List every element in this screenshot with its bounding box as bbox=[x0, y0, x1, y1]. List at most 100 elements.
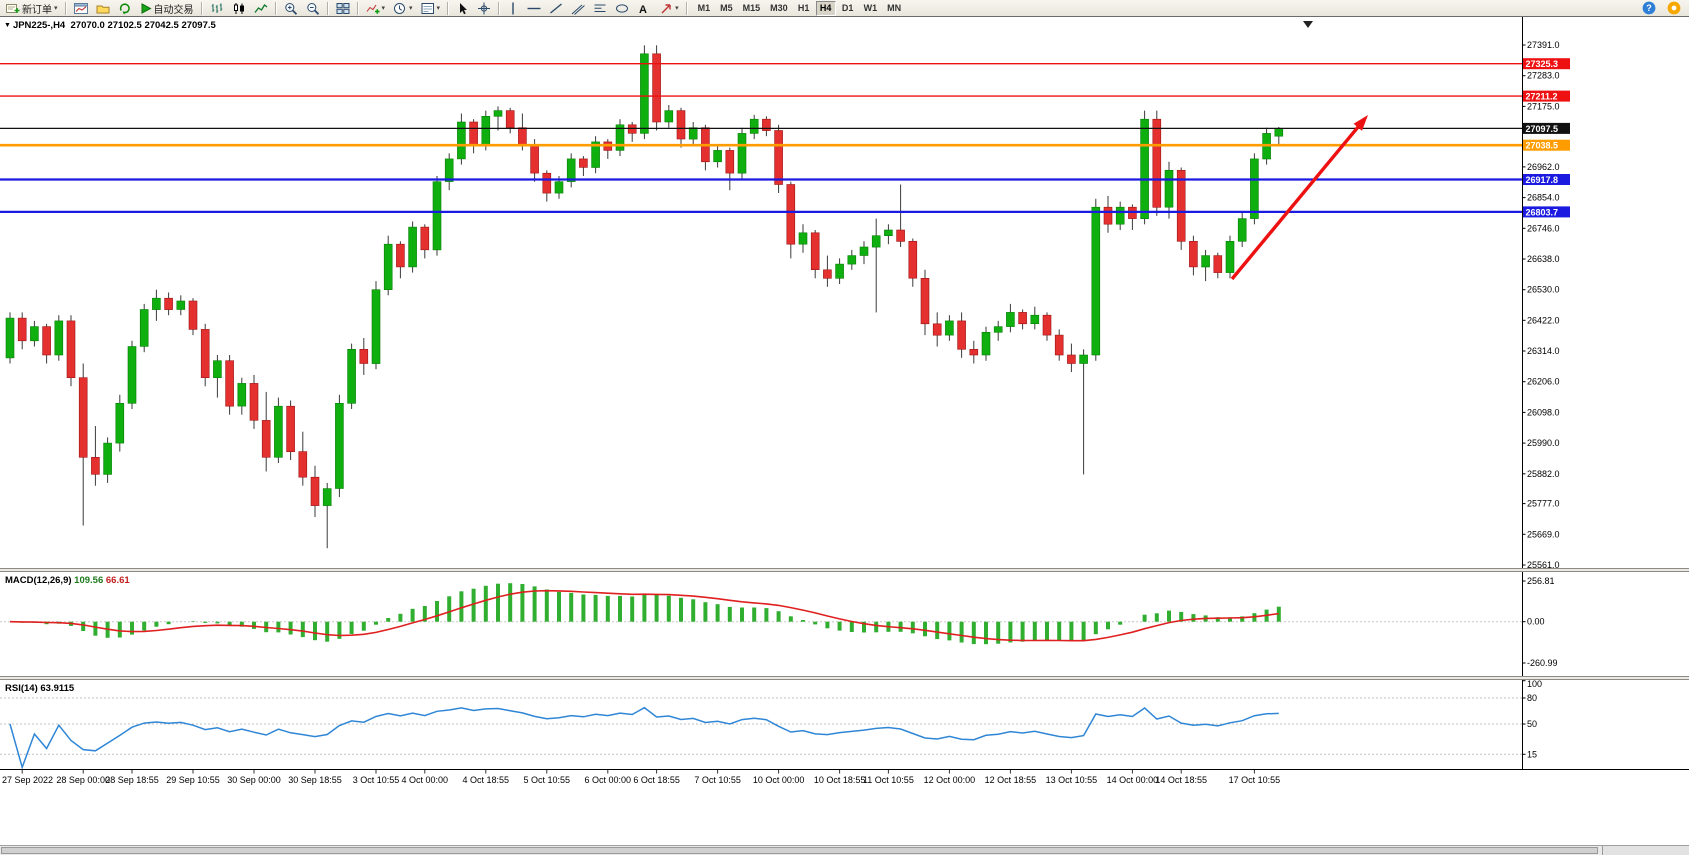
symbol-ohlc-label: ▼ JPN225-,H4 27070.0 27102.5 27042.5 2709… bbox=[4, 20, 216, 31]
chevron-down-icon: ▾ bbox=[675, 4, 679, 12]
zoom-out-button[interactable] bbox=[303, 1, 323, 16]
timeframe-button-h1[interactable]: H1 bbox=[794, 1, 814, 16]
template-icon bbox=[421, 2, 434, 14]
clock-icon bbox=[394, 2, 406, 14]
svg-text:26098.0: 26098.0 bbox=[1527, 407, 1560, 417]
horizontal-line-button[interactable] bbox=[524, 1, 544, 16]
svg-text:12 Oct 00:00: 12 Oct 00:00 bbox=[924, 775, 976, 785]
indicators-button[interactable]: ▾ bbox=[363, 1, 389, 16]
indicator-add-icon bbox=[366, 4, 380, 14]
timeframe-button-w1[interactable]: W1 bbox=[860, 1, 882, 16]
candles-layer bbox=[5, 45, 1284, 549]
candlestick-chart-button[interactable] bbox=[229, 1, 249, 16]
line-chart-button[interactable] bbox=[251, 1, 271, 16]
vertical-line-button[interactable] bbox=[504, 1, 522, 16]
bar-chart-button[interactable] bbox=[207, 1, 227, 16]
cursor-button[interactable] bbox=[453, 1, 472, 16]
svg-text:29 Sep 10:55: 29 Sep 10:55 bbox=[166, 775, 220, 785]
svg-text:80: 80 bbox=[1527, 693, 1537, 703]
zoom-in-button[interactable] bbox=[281, 1, 301, 16]
time-axis[interactable]: 27 Sep 2022 28 Sep 00:00 28 Sep 18:55 29 Se… bbox=[0, 769, 1689, 791]
main-chart-canvas[interactable]: 27391.0 27283.0 27175.0 26962.0 26854.0 26746… bbox=[0, 17, 1689, 568]
svg-text:13 Oct 10:55: 13 Oct 10:55 bbox=[1046, 775, 1098, 785]
panel-splitter-rsi[interactable] bbox=[0, 676, 1689, 680]
community-button[interactable] bbox=[1664, 1, 1684, 16]
timeframe-button-m15[interactable]: M15 bbox=[739, 1, 765, 16]
svg-text:26746.0: 26746.0 bbox=[1527, 223, 1560, 233]
timeframe-button-m30[interactable]: M30 bbox=[766, 1, 792, 16]
horizontal-scrollbar[interactable] bbox=[0, 845, 1689, 855]
svg-text:6 Oct 00:00: 6 Oct 00:00 bbox=[585, 775, 632, 785]
svg-text:25561.0: 25561.0 bbox=[1527, 560, 1560, 568]
timeframe-button-mn[interactable]: MN bbox=[883, 1, 905, 16]
svg-text:27391.0: 27391.0 bbox=[1527, 40, 1560, 50]
chart-shift-marker[interactable] bbox=[1303, 21, 1313, 28]
svg-text:30 Sep 00:00: 30 Sep 00:00 bbox=[227, 775, 281, 785]
svg-text:7 Oct 10:55: 7 Oct 10:55 bbox=[694, 775, 741, 785]
macd-panel-canvas[interactable]: 256.81 0.00 -260.99 bbox=[0, 572, 1689, 676]
chevron-down-icon: ▾ bbox=[409, 4, 413, 12]
rsi-panel-canvas[interactable]: 100 80 50 15 bbox=[0, 680, 1689, 769]
trendline-icon bbox=[550, 2, 563, 14]
svg-text:A: A bbox=[639, 4, 647, 15]
timeframe-button-d1[interactable]: D1 bbox=[838, 1, 858, 16]
rsi-value: 63.9115 bbox=[40, 683, 75, 694]
svg-text:10 Oct 18:55: 10 Oct 18:55 bbox=[814, 775, 866, 785]
profiles-button[interactable] bbox=[93, 1, 113, 16]
fibonacci-button[interactable] bbox=[590, 1, 610, 16]
new-order-label: 新订单 bbox=[22, 4, 52, 16]
shapes-button[interactable] bbox=[612, 1, 632, 16]
svg-text:25777.0: 25777.0 bbox=[1527, 499, 1560, 509]
channel-button[interactable] bbox=[568, 1, 588, 16]
trend-arrow[interactable] bbox=[1230, 115, 1368, 281]
fibonacci-icon bbox=[594, 4, 606, 12]
charts-button[interactable] bbox=[71, 1, 91, 16]
refresh-button[interactable] bbox=[115, 1, 135, 16]
svg-text:6 Oct 18:55: 6 Oct 18:55 bbox=[633, 775, 680, 785]
chart-collapse-icon[interactable]: ▼ bbox=[4, 22, 11, 29]
templates-button[interactable]: ▾ bbox=[418, 1, 444, 16]
price-axis[interactable]: 27391.0 27283.0 27175.0 26962.0 26854.0 26746… bbox=[1522, 17, 1571, 568]
rsi-title: RSI(14) bbox=[5, 683, 38, 694]
timeframe-button-m1[interactable]: M1 bbox=[694, 1, 715, 16]
svg-text:4 Oct 18:55: 4 Oct 18:55 bbox=[463, 775, 510, 785]
panel-splitter-macd[interactable] bbox=[0, 568, 1689, 572]
svg-text:11 Oct 10:55: 11 Oct 10:55 bbox=[863, 775, 914, 785]
price-badge-27325.3 bbox=[1523, 58, 1570, 70]
svg-text:5 Oct 10:55: 5 Oct 10:55 bbox=[524, 775, 571, 785]
channel-icon bbox=[571, 4, 585, 15]
crosshair-button[interactable] bbox=[474, 1, 494, 16]
svg-text:25669.0: 25669.0 bbox=[1527, 529, 1560, 539]
help-button[interactable]: ? bbox=[1639, 1, 1659, 16]
svg-text:27 Sep 2022: 27 Sep 2022 bbox=[2, 775, 53, 785]
macd-value-main: 109.56 bbox=[74, 575, 104, 586]
timeframe-button-m5[interactable]: M5 bbox=[716, 1, 737, 16]
ohlc-bars-icon bbox=[211, 3, 222, 13]
timeframe-button-h4[interactable]: H4 bbox=[815, 0, 836, 16]
folder-icon bbox=[96, 5, 110, 13]
arrows-tool-button[interactable]: ▾ bbox=[654, 1, 682, 16]
toolbar-separator bbox=[685, 1, 688, 15]
periods-button[interactable]: ▾ bbox=[390, 1, 416, 16]
macd-label: MACD(12,26,9) 109.56 66.61 bbox=[5, 575, 130, 586]
auto-trading-label: 自动交易 bbox=[153, 4, 194, 16]
auto-trading-button[interactable]: 自动交易 bbox=[137, 1, 197, 16]
new-order-button[interactable]: 新订单 ▾ bbox=[3, 1, 61, 16]
tile-windows-button[interactable] bbox=[333, 1, 353, 16]
svg-text:26530.0: 26530.0 bbox=[1527, 285, 1560, 295]
svg-text:27038.5: 27038.5 bbox=[1526, 141, 1559, 151]
crosshair-icon bbox=[478, 2, 491, 14]
macd-value-signal: 66.61 bbox=[105, 575, 130, 586]
macd-title: MACD(12,26,9) bbox=[5, 575, 72, 586]
scrollbar-thumb[interactable] bbox=[1, 847, 1598, 854]
trendline-button[interactable] bbox=[546, 1, 566, 16]
svg-text:27175.0: 27175.0 bbox=[1527, 101, 1560, 111]
svg-text:256.81: 256.81 bbox=[1527, 576, 1555, 586]
toolbar-right-icons: ? bbox=[1638, 1, 1687, 16]
cursor-icon bbox=[460, 2, 468, 14]
svg-text:27325.3: 27325.3 bbox=[1526, 59, 1559, 69]
text-tool-button[interactable]: A bbox=[634, 1, 652, 16]
zoom-out-icon bbox=[306, 2, 319, 15]
svg-text:27283.0: 27283.0 bbox=[1527, 71, 1560, 81]
